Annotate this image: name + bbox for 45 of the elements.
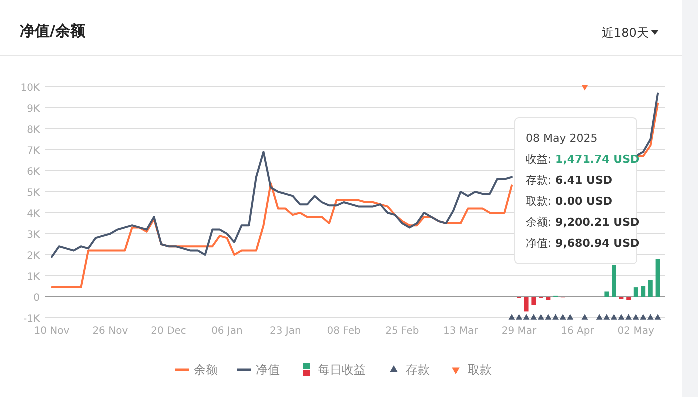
x-tick-label: 26 Nov [92, 326, 128, 337]
bar [641, 286, 646, 297]
y-tick-label: 4K [27, 209, 40, 220]
x-tick-label: 29 Mar [502, 326, 538, 337]
chart-title: 净值/余额 [20, 22, 86, 40]
text: 近180天 [602, 26, 649, 40]
legend-label: 取款 [468, 363, 492, 377]
x-tick-label: 10 Nov [34, 326, 70, 337]
x-tick-label: 02 May [618, 326, 654, 337]
y-tick-label: 8K [27, 125, 40, 136]
legend-label: 余额 [194, 363, 218, 377]
x-tick-label: 20 Dec [151, 326, 186, 337]
annotation: 净值: 9,680.94 USD [526, 237, 640, 250]
annotation: 收益: 1,471.74 USD [526, 153, 640, 166]
y-tick-label: 9K [27, 104, 40, 115]
y-tick-label: 2K [27, 251, 40, 262]
annotation: 08 May 2025 [526, 132, 598, 145]
y-tick-label: 5K [27, 188, 40, 199]
legend-label: 存款 [406, 363, 430, 377]
legend-label: 每日收益 [318, 363, 366, 377]
x-tick-label: 25 Feb [386, 326, 420, 337]
bar [648, 280, 653, 297]
x-tick-label: 23 Jan [270, 326, 302, 337]
y-tick-label: 3K [27, 230, 40, 241]
x-tick-label: 13 Mar [443, 326, 480, 337]
y-tick-label: -1K [23, 314, 40, 325]
x-tick-label: 06 Jan [212, 326, 243, 337]
y-tick-label: 1K [27, 272, 40, 283]
annotation: 存款: 6.41 USD [526, 174, 613, 187]
annotation: 余额: 9,200.21 USD [526, 216, 640, 229]
bar [524, 297, 529, 312]
y-tick-label: 10K [20, 83, 40, 94]
bar [626, 297, 631, 300]
x-tick-label: 08 Feb [327, 326, 361, 337]
bar [656, 259, 660, 297]
bar [604, 292, 610, 297]
y-tick-label: 6K [27, 167, 40, 178]
legend-label: 净值 [256, 363, 280, 377]
bar [612, 266, 616, 297]
y-tick-label: 0 [34, 293, 40, 304]
bar [634, 288, 638, 297]
y-tick-label: 7K [27, 146, 40, 157]
bar [532, 297, 536, 306]
annotation: 取款: 0.00 USD [526, 195, 613, 208]
x-tick-label: 16 Apr [561, 326, 596, 337]
